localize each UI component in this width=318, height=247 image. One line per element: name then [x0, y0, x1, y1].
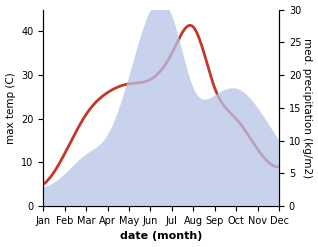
Y-axis label: max temp (C): max temp (C) [5, 72, 16, 144]
Y-axis label: med. precipitation (kg/m2): med. precipitation (kg/m2) [302, 38, 313, 178]
X-axis label: date (month): date (month) [120, 231, 202, 242]
